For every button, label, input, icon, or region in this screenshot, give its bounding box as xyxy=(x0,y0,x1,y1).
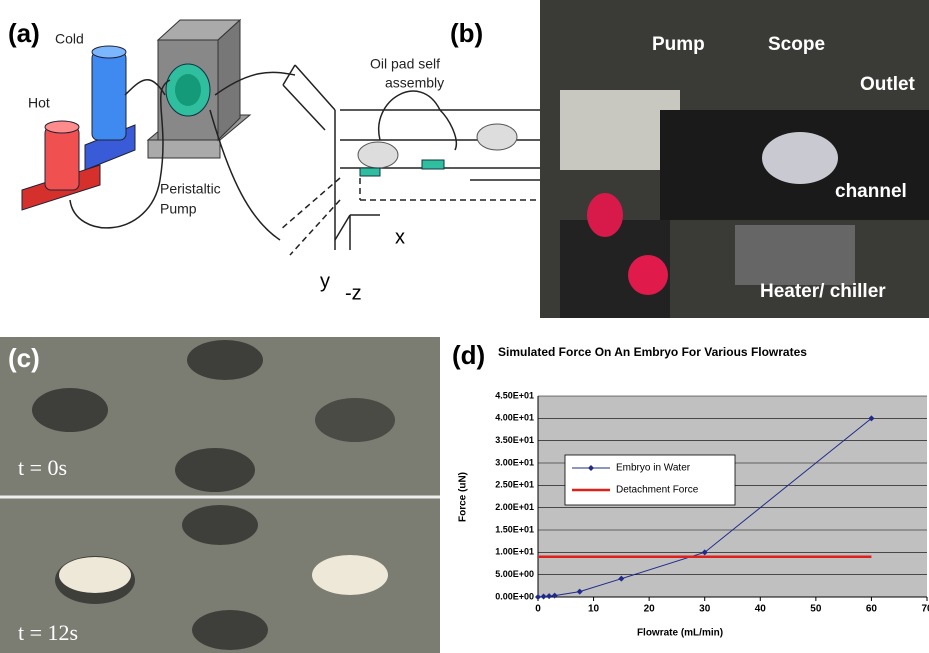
label: x xyxy=(395,226,405,248)
panel-label: (b) xyxy=(450,18,483,48)
y-tick-label: 2.50E+01 xyxy=(495,480,534,490)
label: Pump xyxy=(160,201,197,217)
label: y xyxy=(320,270,330,292)
x-tick-label: 0 xyxy=(535,604,541,615)
chart-title: Simulated Force On An Embryo For Various… xyxy=(498,345,807,359)
legend-label: Detachment Force xyxy=(616,485,699,496)
y-axis-label: Force (uN) xyxy=(458,472,469,522)
x-tick-label: 50 xyxy=(810,604,822,615)
legend-label: Embryo in Water xyxy=(616,463,691,474)
x-tick-label: 10 xyxy=(588,604,600,615)
label: Heater/ chiller xyxy=(760,281,886,302)
x-tick-label: 20 xyxy=(644,604,656,615)
panel-b: (b) Pump Scope Outlet channel Heater/ ch… xyxy=(450,0,929,318)
y-tick-label: 1.00E+01 xyxy=(495,547,534,557)
label: Oil pad self xyxy=(370,56,440,72)
label: Peristaltic xyxy=(160,181,221,197)
y-tick-label: 0.00E+00 xyxy=(495,591,534,601)
y-tick-label: 3.00E+01 xyxy=(495,457,534,467)
x-tick-label: 40 xyxy=(755,604,767,615)
x-tick-label: 30 xyxy=(699,604,711,615)
panel-d: (d) Simulated Force On An Embryo For Var… xyxy=(452,340,929,639)
y-tick-label: 4.00E+01 xyxy=(495,413,534,423)
label: t = 0s xyxy=(18,455,67,480)
y-tick-label: 4.50E+01 xyxy=(495,390,534,400)
y-tick-label: 5.00E+00 xyxy=(495,569,534,579)
label: assembly xyxy=(385,75,444,91)
panel-label: (d) xyxy=(452,340,485,370)
label: Cold xyxy=(55,31,84,47)
y-tick-label: 3.50E+01 xyxy=(495,435,534,445)
label: -z xyxy=(345,282,362,304)
label: Pump xyxy=(652,34,705,55)
x-tick-label: 60 xyxy=(866,604,878,615)
panel-c: (c) t = 0s t = 12s xyxy=(0,337,440,653)
label: Scope xyxy=(768,34,825,55)
x-tick-label: 70 xyxy=(921,604,929,615)
label: Hot xyxy=(28,95,50,111)
panel-label: (a) xyxy=(8,18,40,48)
label: channel xyxy=(835,181,907,202)
label: Outlet xyxy=(860,74,916,95)
figure: (a) Cold Hot Peristaltic Pump Oil pad se… xyxy=(0,0,929,653)
y-tick-label: 2.00E+01 xyxy=(495,502,534,512)
panel-label: (c) xyxy=(8,343,40,373)
label: t = 12s xyxy=(18,620,78,645)
x-axis-label: Flowrate (mL/min) xyxy=(637,628,723,639)
y-tick-label: 1.50E+01 xyxy=(495,524,534,534)
